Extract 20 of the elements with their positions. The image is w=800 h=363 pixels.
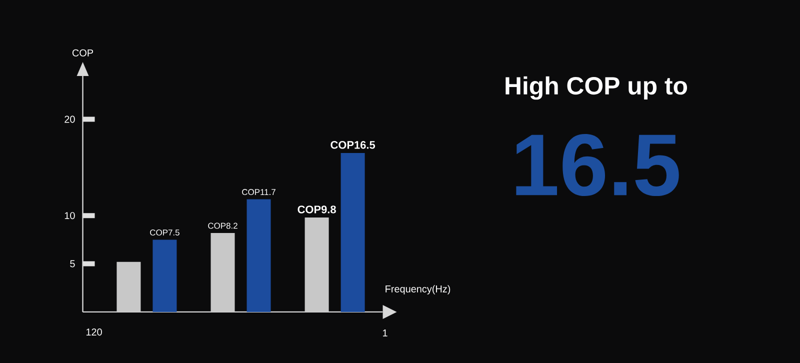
x-axis-title: Frequency(Hz) (386, 285, 450, 294)
data-label: COP9.8 (298, 206, 336, 214)
bar (246, 199, 271, 312)
bar (116, 262, 141, 312)
text: 16.5 (516, 134, 679, 196)
bar (304, 218, 329, 312)
y-tick-label: 10 (64, 212, 75, 220)
text: High COP up to (506, 76, 688, 100)
bar (152, 240, 177, 312)
data-label: COP7.5 (150, 230, 180, 236)
data-label: COP11.7 (242, 189, 276, 196)
y-tick-label: 20 (64, 116, 75, 123)
y-tick-label: 5 (70, 260, 75, 268)
bar (340, 153, 365, 312)
text: 1 (383, 330, 388, 336)
text: 120 (86, 328, 102, 336)
bar (210, 232, 235, 312)
data-label: COP8.2 (208, 222, 238, 229)
data-label: COP16.5 (330, 141, 376, 149)
y-axis-title: COP (72, 49, 94, 56)
